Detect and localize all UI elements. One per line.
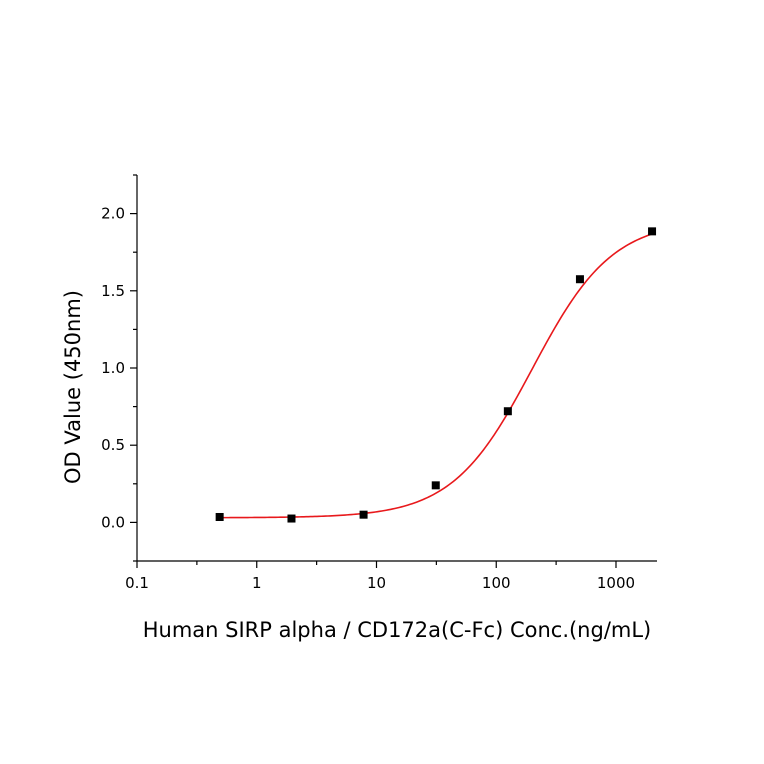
x-tick-label: 0.1 [125, 574, 149, 592]
x-tick-label: 1 [252, 574, 262, 592]
data-point [215, 512, 224, 521]
data-point [648, 227, 657, 236]
data-point [287, 514, 296, 523]
y-tick-label: 1.0 [101, 359, 125, 377]
y-tick-label: 2.0 [101, 205, 125, 223]
y-axis-ticks: 0.0 0.5 1.0 1.5 2.0 [101, 174, 137, 562]
data-points [215, 227, 657, 523]
data-point [359, 510, 368, 519]
y-axis-title: OD Value (450nm) [61, 290, 85, 484]
y-tick-label: 1.5 [101, 282, 125, 300]
y-tick-label: 0.5 [101, 436, 125, 454]
x-tick-label: 1000 [597, 574, 635, 592]
x-axis-title: Human SIRP alpha / CD172a(C-Fc) Conc.(ng… [143, 618, 652, 642]
y-tick-label: 0.0 [101, 513, 125, 531]
data-point [575, 275, 584, 284]
fit-curve [219, 233, 653, 519]
axes [136, 175, 657, 562]
x-tick-label: 100 [482, 574, 511, 592]
data-point [431, 481, 440, 490]
x-axis-ticks: 0.1 1 10 100 1000 [125, 561, 635, 592]
data-point [503, 407, 512, 416]
x-tick-label: 10 [367, 574, 386, 592]
